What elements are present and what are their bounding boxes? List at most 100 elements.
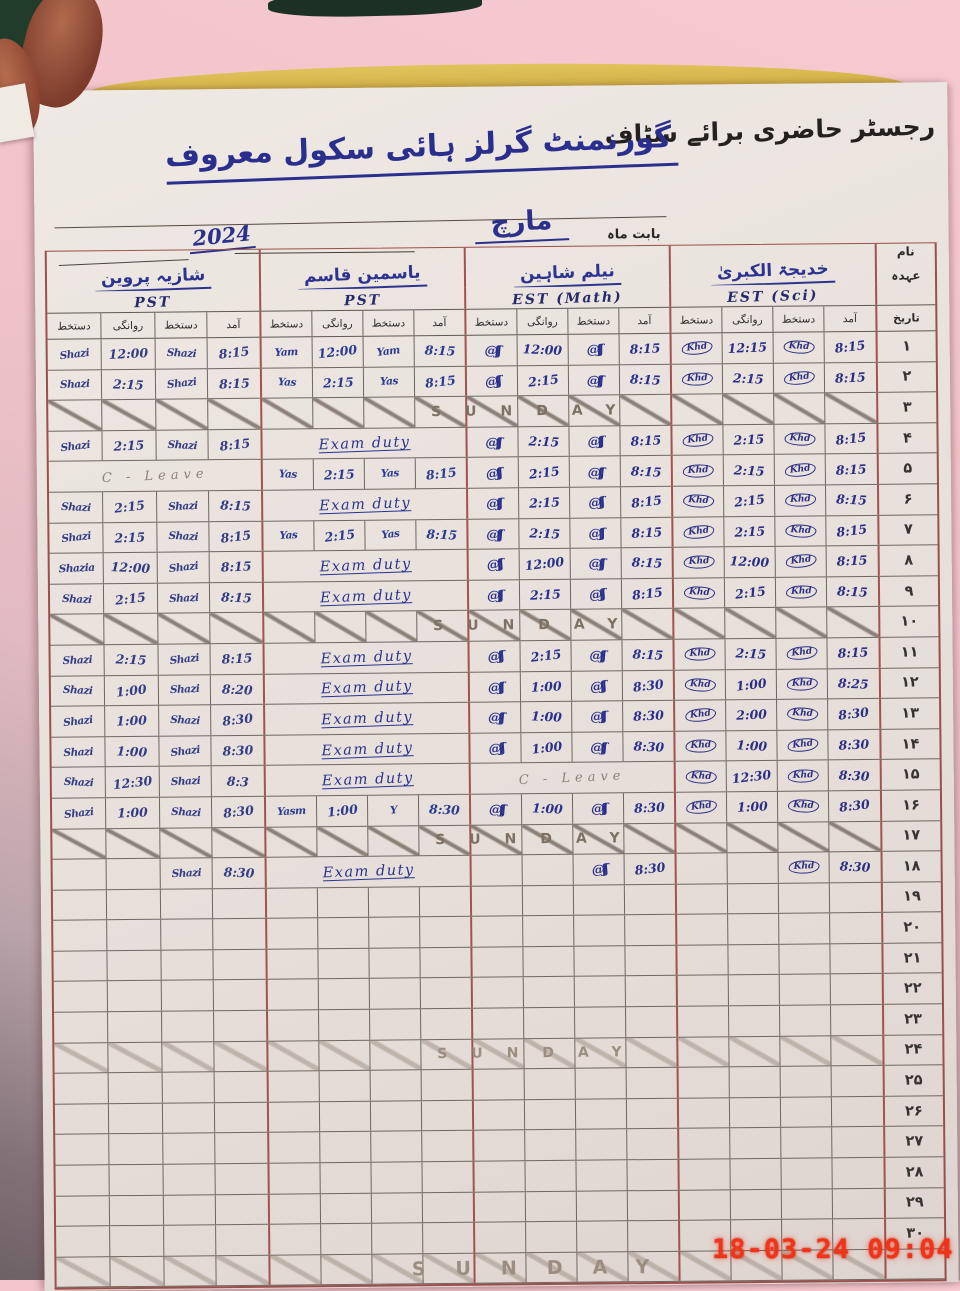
signature: Khd — [787, 799, 819, 814]
empty-cell — [371, 1192, 424, 1223]
departure-time: 1:00 — [115, 681, 148, 700]
signature-cell: Shazi — [51, 767, 106, 798]
arrival-time: 8:15 — [630, 584, 664, 603]
date-cell: ۱۹ — [883, 882, 941, 912]
exam-duty-entry: Exam duty — [321, 770, 414, 790]
signature: @ʃʃ — [588, 647, 605, 664]
empty-cell — [213, 980, 269, 1011]
col-header-signature: دستخط — [261, 311, 313, 337]
signature: Khd — [684, 677, 716, 693]
signature-cell: Yam — [363, 336, 415, 367]
exam-duty-cell: Exam duty — [265, 733, 471, 766]
empty-cell — [163, 1133, 216, 1164]
empty-cell — [779, 944, 831, 975]
signature-cell: Shazi — [156, 430, 209, 461]
empty-cell — [161, 980, 215, 1011]
time-cell: 8:15 — [207, 368, 263, 399]
signature-cell: @ʃʃ — [570, 517, 622, 548]
departure-time: 1:00 — [734, 675, 768, 694]
time-cell: 2:00 — [726, 699, 778, 731]
empty-cell — [55, 1195, 111, 1226]
signature-cell: Shazi — [48, 431, 103, 462]
exam-duty-cell: Exam duty — [266, 855, 472, 888]
signature-cell: Khd — [776, 668, 829, 699]
signature-cell: Shazi — [157, 491, 210, 522]
signature: Shazi — [166, 376, 197, 392]
empty-cell — [627, 1129, 680, 1160]
signature: Khd — [681, 371, 713, 387]
time-cell: 8:15 — [620, 456, 673, 487]
time-cell: 12:00 — [103, 552, 158, 584]
col-header-arrival: آمد — [207, 311, 262, 338]
signature: @ʃʃ — [590, 800, 606, 817]
signature-cell: @ʃʃ — [568, 364, 621, 395]
holiday-slash-cell — [214, 1041, 269, 1072]
teacher-name: نیلم شاہین — [513, 259, 622, 288]
departure-time: 2:15 — [115, 651, 147, 668]
holiday-slash-cell — [48, 400, 103, 431]
empty-cell — [266, 887, 319, 918]
date-cell: ۱۶ — [882, 790, 940, 820]
departure-time: 2:15 — [528, 494, 560, 511]
signature-cell: Khd — [673, 578, 726, 609]
empty-cell — [109, 1164, 164, 1195]
signature-cell: Khd — [674, 639, 726, 670]
date-number: ۴ — [903, 430, 913, 447]
empty-cell — [677, 1006, 730, 1037]
arrival-time: 8:30 — [633, 859, 666, 879]
signature-cell: Shazi — [158, 674, 212, 705]
holiday-slash-cell — [158, 613, 211, 644]
arrival-time: 8:30 — [838, 767, 870, 784]
empty-cell — [574, 946, 626, 977]
date-cell: ۲۸ — [885, 1157, 943, 1187]
col-header-departure: روانگی — [517, 308, 569, 335]
sunday-marking: SUNDAY — [430, 402, 640, 421]
signature: @ʃʃ — [587, 463, 603, 480]
signature-cell: Khd — [775, 546, 827, 577]
teacher-designation: PST — [134, 294, 172, 312]
time-cell: 1:00 — [726, 730, 778, 761]
signature: Shazi — [169, 713, 200, 728]
empty-cell — [107, 981, 163, 1012]
departure-time: 2:15 — [527, 462, 560, 482]
time-cell: 8:15 — [825, 454, 879, 485]
departure-time: 2:15 — [528, 525, 561, 542]
time-cell: 8:15 — [826, 545, 880, 577]
holiday-slash-cell — [210, 613, 265, 644]
arrival-time: 8:15 — [835, 461, 868, 478]
empty-cell — [268, 1010, 320, 1041]
arrival-time: 8:30 — [633, 799, 665, 816]
time-cell: 8:15 — [621, 547, 674, 579]
empty-cell — [370, 1070, 422, 1101]
time-cell: 2:15 — [314, 520, 366, 551]
time-cell: 1:00 — [725, 669, 778, 700]
arrival-time: 8:15 — [834, 369, 867, 386]
time-cell: 12:00 — [312, 336, 364, 367]
signature-cell: Shazi — [51, 706, 106, 737]
signature: @ʃʃ — [589, 739, 606, 755]
date-cell: ۱۸ — [883, 851, 941, 881]
empty-cell — [832, 1127, 886, 1158]
departure-time: 2:15 — [112, 376, 145, 393]
signature: Shazi — [166, 346, 197, 360]
signature-cell: Shazi — [49, 584, 105, 615]
signature: @ʃʃ — [486, 587, 502, 603]
signature: Yas — [379, 375, 399, 389]
signature-cell: Yas — [261, 367, 314, 398]
col-header-arrival: آمد — [824, 305, 878, 332]
empty-cell — [473, 1008, 525, 1039]
empty-cell — [525, 1160, 577, 1191]
arrival-time: 8:15 — [424, 463, 457, 483]
signature-cell: @ʃʃ — [470, 702, 522, 733]
empty-cell — [727, 883, 780, 914]
table-surface-edge — [267, 0, 483, 19]
empty-cell — [471, 885, 524, 917]
leave-cell: C - Leave — [470, 762, 676, 794]
date-number: ۲۷ — [905, 1133, 924, 1150]
departure-time: 2:15 — [527, 433, 560, 450]
signature: Shazi — [169, 683, 200, 697]
signature: Shazi — [171, 866, 202, 881]
signature-cell: @ʃʃ — [469, 671, 522, 702]
col-header-signature: دستخط — [363, 310, 415, 336]
